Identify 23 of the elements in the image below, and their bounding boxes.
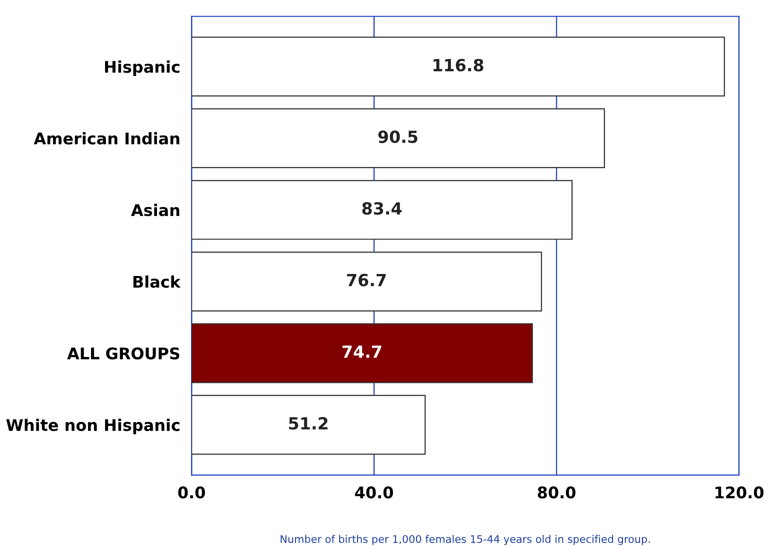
- y-tick-label: Asian: [131, 204, 180, 216]
- bar: [192, 108, 605, 168]
- bar: [192, 394, 426, 455]
- data-label: 116.8: [434, 58, 484, 72]
- bar: [192, 323, 533, 384]
- y-tick-label: ALL GROUPS: [67, 347, 180, 360]
- y-tick-label: Black: [133, 275, 181, 288]
- y-tick-label: White non Hispanic: [6, 418, 180, 434]
- x-tick-label: 0.0: [178, 486, 205, 498]
- x-axis-title: Number of births per 1,000 females 15-44 years old in specified group.: [280, 534, 650, 546]
- y-tick-label: Hispanic: [105, 60, 180, 76]
- data-label: 74.7: [342, 346, 382, 358]
- bar: [192, 252, 542, 312]
- y-tick-label: American Indian: [34, 132, 180, 145]
- bar: [192, 180, 573, 240]
- x-tick-label: 120.0: [716, 486, 764, 498]
- data-label: 90.5: [378, 130, 418, 144]
- x-tick-label: 40.0: [355, 486, 393, 498]
- data-label: 83.4: [362, 202, 402, 215]
- data-label: 51.2: [289, 417, 328, 430]
- x-tick-label: 80.0: [538, 486, 576, 498]
- data-label: 76.7: [347, 274, 386, 286]
- bar: [192, 36, 725, 97]
